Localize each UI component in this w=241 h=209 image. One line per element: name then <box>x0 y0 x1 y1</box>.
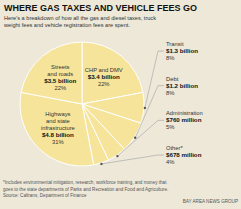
slice-amount: $678 million <box>166 151 202 158</box>
pie-slice <box>20 92 94 166</box>
connector <box>145 51 158 108</box>
data-label: 31% <box>52 139 64 145</box>
connector <box>158 51 164 52</box>
connector <box>101 155 158 164</box>
connector-dot <box>100 163 102 165</box>
connector <box>158 120 164 121</box>
data-label: 8% <box>166 90 174 96</box>
slice-amount: $3.4 billion <box>88 73 120 80</box>
data-label: 22% <box>54 85 66 91</box>
slice-amount: $760 million <box>166 116 202 123</box>
slice-amount: $1.2 billion <box>166 82 198 89</box>
pie-slice <box>21 42 82 104</box>
slice-amount: $1.3 billion <box>166 47 198 54</box>
connector-dot <box>144 107 146 109</box>
data-label: 5% <box>166 124 174 130</box>
connector <box>158 85 164 86</box>
slice-label: Highwaysand stateinfrastructure <box>41 111 75 131</box>
title: WHERE GAS TAXES AND VEHICLE FEES GO <box>4 3 197 13</box>
slice-amount: $3.5 billion <box>44 77 76 84</box>
subtitle: Here’s a breakdown of how all the gas an… <box>3 15 156 28</box>
data-label: 4% <box>166 159 174 165</box>
data-label: 22% <box>98 81 110 87</box>
background <box>0 0 241 209</box>
pie <box>20 42 144 166</box>
data-label: 8% <box>166 55 174 61</box>
connector <box>158 155 164 156</box>
connector-dot <box>116 155 118 157</box>
connector <box>117 120 158 156</box>
footnote: *Includes environmental mitigation, rese… <box>3 180 168 198</box>
slice-amount: $4.8 billion <box>42 131 74 138</box>
source: BAY AREA NEWS GROUP <box>183 199 238 204</box>
labels: CHP and DMV$3.4 billion22%Highwaysand st… <box>41 41 203 165</box>
chart: WHERE GAS TAXES AND VEHICLE FEES GO Here’… <box>0 0 241 209</box>
connector-dot <box>134 137 136 139</box>
slice-label: Streetsand roads <box>47 64 73 77</box>
